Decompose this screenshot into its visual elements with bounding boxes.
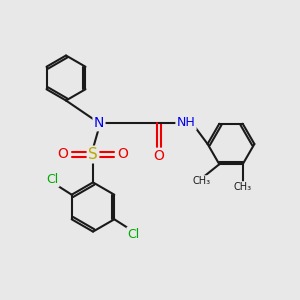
Text: O: O [118, 148, 128, 161]
Text: Cl: Cl [46, 173, 58, 186]
Text: O: O [154, 149, 164, 163]
Text: N: N [94, 116, 104, 130]
Text: CH₃: CH₃ [234, 182, 252, 192]
Text: CH₃: CH₃ [192, 176, 210, 186]
Text: O: O [58, 148, 68, 161]
Text: S: S [88, 147, 98, 162]
Text: Cl: Cl [128, 228, 140, 241]
Text: NH: NH [177, 116, 195, 130]
